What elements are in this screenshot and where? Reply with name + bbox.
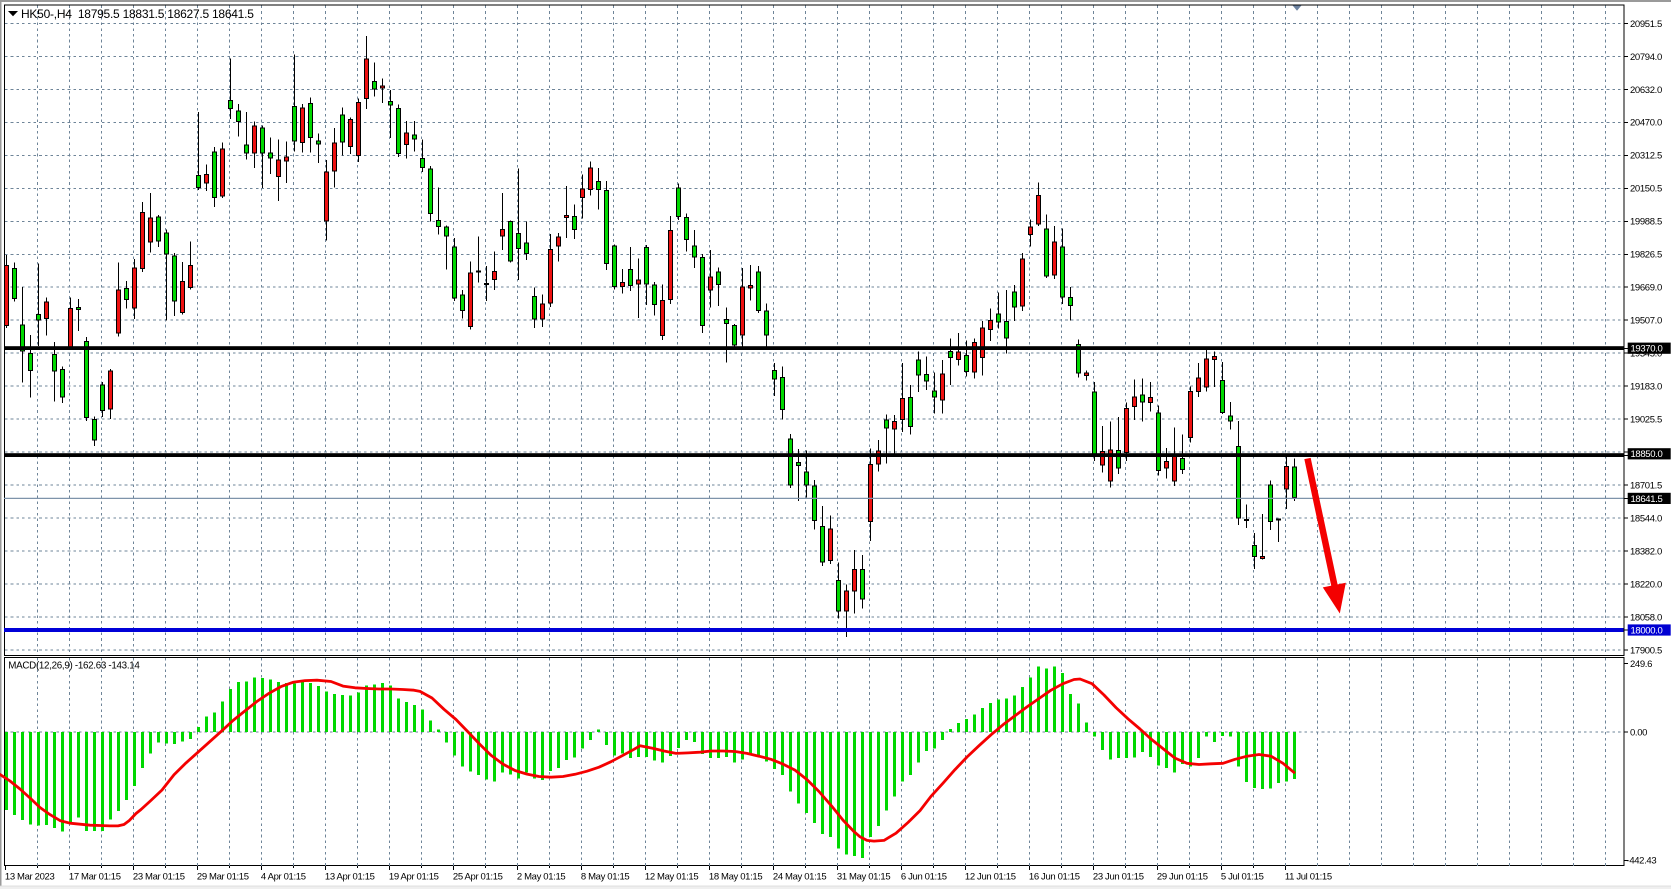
svg-text:18701.5: 18701.5 (1630, 481, 1662, 492)
svg-text:-442.43: -442.43 (1627, 856, 1657, 867)
svg-text:8 May 01:15: 8 May 01:15 (581, 872, 629, 883)
svg-text:17900.5: 17900.5 (1630, 645, 1662, 656)
svg-text:MACD(12,26,9) -162.63 -143.14: MACD(12,26,9) -162.63 -143.14 (8, 661, 140, 672)
svg-text:19826.5: 19826.5 (1630, 250, 1662, 261)
svg-text:20951.5: 20951.5 (1630, 19, 1662, 30)
svg-text:18850.0: 18850.0 (1631, 449, 1663, 460)
svg-text:16 Jun 01:15: 16 Jun 01:15 (1029, 872, 1080, 883)
svg-text:20470.0: 20470.0 (1630, 118, 1662, 129)
svg-text:17 Mar 01:15: 17 Mar 01:15 (69, 872, 121, 883)
svg-text:18000.0: 18000.0 (1631, 625, 1663, 636)
svg-text:20794.0: 20794.0 (1630, 52, 1662, 63)
svg-text:25 Apr 01:15: 25 Apr 01:15 (453, 872, 503, 883)
svg-text:19 Apr 01:15: 19 Apr 01:15 (389, 872, 439, 883)
svg-text:19669.0: 19669.0 (1630, 283, 1662, 294)
svg-text:19345.0: 19345.0 (1630, 349, 1662, 360)
svg-text:12 Jun 01:15: 12 Jun 01:15 (965, 872, 1016, 883)
svg-text:5 Jul 01:15: 5 Jul 01:15 (1221, 872, 1264, 883)
svg-text:20312.5: 20312.5 (1630, 151, 1662, 162)
svg-text:31 May 01:15: 31 May 01:15 (837, 872, 890, 883)
svg-text:18220.0: 18220.0 (1630, 580, 1662, 591)
svg-text:18641.5: 18641.5 (1631, 494, 1663, 505)
svg-text:2 May 01:15: 2 May 01:15 (517, 872, 565, 883)
svg-text:19370.0: 19370.0 (1631, 344, 1663, 355)
svg-text:13 Mar 2023: 13 Mar 2023 (5, 872, 55, 883)
svg-text:0.00: 0.00 (1630, 727, 1647, 738)
svg-text:11 Jul 01:15: 11 Jul 01:15 (1285, 872, 1332, 883)
svg-text:23 Mar 01:15: 23 Mar 01:15 (133, 872, 185, 883)
svg-text:19507.0: 19507.0 (1630, 316, 1662, 327)
svg-text:4 Apr 01:15: 4 Apr 01:15 (261, 872, 306, 883)
svg-text:13 Apr 01:15: 13 Apr 01:15 (325, 872, 375, 883)
svg-text:18058.0: 18058.0 (1630, 612, 1662, 623)
svg-text:18544.0: 18544.0 (1630, 514, 1662, 525)
svg-text:20150.5: 20150.5 (1630, 184, 1662, 195)
svg-text:HK50-,H4 18795.5 18831.5 1862: HK50-,H4 18795.5 18831.5 18627.5 18641.5 (21, 7, 254, 21)
svg-text:19988.5: 19988.5 (1630, 217, 1662, 228)
svg-text:6 Jun 01:15: 6 Jun 01:15 (901, 872, 947, 883)
svg-text:18 May 01:15: 18 May 01:15 (709, 872, 762, 883)
svg-text:29 Mar 01:15: 29 Mar 01:15 (197, 872, 249, 883)
svg-text:249.6: 249.6 (1630, 659, 1652, 670)
svg-text:20632.0: 20632.0 (1630, 85, 1662, 96)
svg-text:18382.0: 18382.0 (1630, 547, 1662, 558)
svg-text:19025.5: 19025.5 (1630, 415, 1662, 426)
svg-text:29 Jun 01:15: 29 Jun 01:15 (1157, 872, 1208, 883)
svg-text:12 May 01:15: 12 May 01:15 (645, 872, 698, 883)
svg-text:19183.0: 19183.0 (1630, 382, 1662, 393)
svg-text:24 May 01:15: 24 May 01:15 (773, 872, 826, 883)
svg-text:23 Jun 01:15: 23 Jun 01:15 (1093, 872, 1144, 883)
